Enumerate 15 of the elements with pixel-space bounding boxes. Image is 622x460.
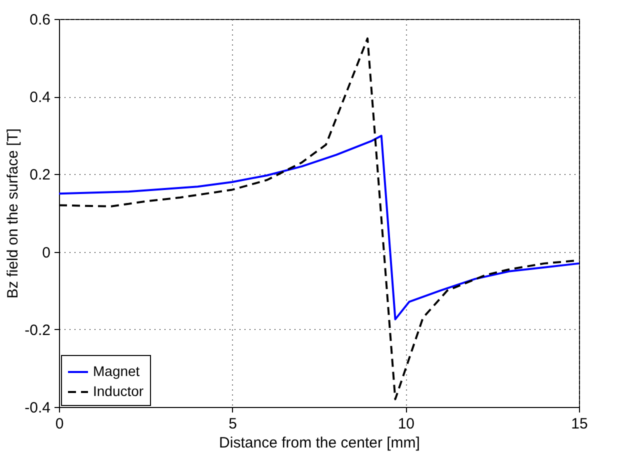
- legend-label: Inductor: [93, 383, 144, 399]
- y-tick-label: -0.4: [24, 400, 50, 416]
- y-tick-label: -0.2: [24, 322, 50, 339]
- x-tick-label: 5: [228, 416, 238, 432]
- y-tick-label: 0.6: [30, 12, 50, 28]
- line-series: [58, 134, 580, 320]
- x-tick-label: 10: [398, 416, 415, 432]
- x-axis-title: Distance from the center [mm]: [219, 434, 420, 452]
- y-tick-label: 0: [42, 244, 50, 262]
- y-axis-title: Bz field on the surface [T]: [4, 128, 22, 299]
- legend-label: Magnet: [93, 363, 140, 379]
- x-tick-label: 0: [55, 416, 64, 432]
- y-tick-label: 0.2: [30, 166, 50, 184]
- x-tick-label: 15: [571, 416, 588, 432]
- y-tick-label: 0.4: [30, 89, 50, 106]
